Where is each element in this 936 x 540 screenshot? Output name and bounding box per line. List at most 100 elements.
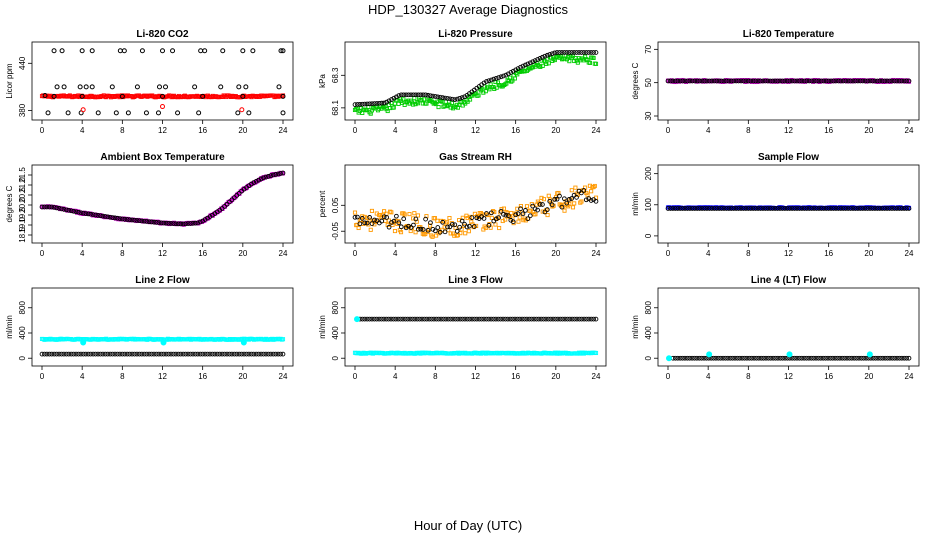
data-point [217,351,223,357]
data-point [850,206,856,211]
data-point [155,110,161,116]
data-point [443,316,449,322]
data-point [450,222,455,227]
data-point [85,211,91,217]
data-point [224,351,230,357]
data-point [780,206,785,211]
data-point [466,229,471,234]
data-point [168,351,174,357]
data-point [680,78,685,84]
data-point [481,316,487,322]
data-point [180,221,186,227]
data-point [512,76,517,81]
data-point [833,206,839,211]
data-point [258,176,264,182]
data-point [146,219,152,225]
data-point [715,355,721,361]
y-tick-label: 800 [18,301,27,315]
data-point [202,48,208,54]
data-point [241,351,247,357]
data-point [901,355,907,361]
x-tick-label: 20 [551,249,560,258]
data-point [838,206,844,211]
data-point [474,316,480,322]
data-point [124,217,130,222]
data-point [789,78,795,84]
data-point [196,110,202,116]
data-point [200,93,206,99]
data-point [464,316,470,322]
data-point [593,198,599,204]
data-point [188,351,193,357]
x-tick-label: 8 [120,126,125,135]
y-axis-label: degrees C [5,185,14,222]
data-point [899,206,905,211]
data-point [508,70,514,75]
y-tick-label: 400 [18,326,27,340]
data-point [364,101,370,107]
x-tick-label: 8 [120,249,125,258]
data-point [520,63,526,69]
data-point [574,195,579,200]
data-point [369,221,375,226]
data-point [811,78,817,84]
data-point [716,206,722,211]
data-point [491,76,497,82]
data-point [799,355,805,361]
data-point [381,214,387,220]
data-point [728,78,734,84]
data-point [379,100,385,106]
data-point [59,48,65,54]
data-point [684,355,690,361]
data-point [593,50,599,55]
x-tick-label: 0 [666,126,671,135]
data-point [469,215,475,220]
data-point [429,316,434,322]
data-point [506,213,511,218]
data-point [369,316,375,322]
data-point [406,223,411,229]
data-point [100,213,106,219]
data-point [124,351,130,357]
data-point [447,224,453,230]
data-point [149,219,154,225]
data-point [819,206,824,211]
data-point [581,50,587,55]
data-point [487,87,492,92]
data-point [367,101,372,107]
data-point [76,351,81,357]
data-point [483,225,488,230]
data-point [412,316,418,322]
data-point [88,351,94,357]
data-point [765,78,771,84]
data-point [875,355,881,361]
data-point [562,316,568,322]
data-point [476,316,482,322]
data-point [408,225,414,230]
data-point [848,78,853,84]
data-point [438,316,444,322]
data-point [426,316,432,322]
data-point [523,62,528,68]
data-point [218,84,224,90]
data-point [534,316,539,322]
panel-7: Line 2 Flow ml/min 0 4 8 12 16 20 24 0 400 800 [5,275,294,381]
data-point [739,355,745,361]
data-point [379,218,385,224]
data-point [858,355,864,361]
data-point [760,78,766,84]
data-point [141,351,147,357]
x-tick-label: 0 [353,126,358,135]
data-point [185,351,191,357]
data-point [236,84,242,90]
data-point [515,66,521,71]
data-point [381,316,387,322]
data-point [906,206,912,211]
data-point [574,316,580,322]
data-point [586,316,592,322]
y-tick-label: 18.5 [18,227,27,243]
data-point [364,316,370,322]
data-point [741,206,746,211]
data-point [541,316,546,322]
